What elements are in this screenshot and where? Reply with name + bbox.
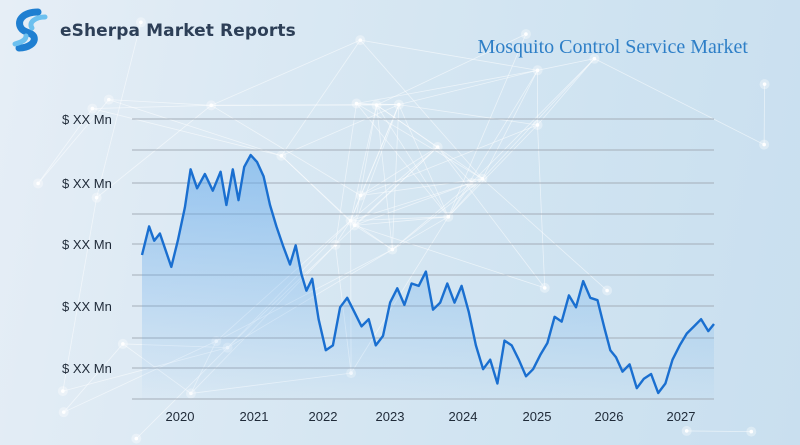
series-line [140,153,715,395]
x-tick-label: 2021 [240,409,269,424]
x-tick-label: 2026 [595,409,624,424]
y-tick-label: $ XX Mn [62,176,112,191]
y-tick-label: $ XX Mn [62,112,112,127]
y-axis-ticks: $ XX Mn $ XX Mn $ XX Mn $ XX Mn $ XX Mn [62,112,112,376]
y-tick-label: $ XX Mn [62,237,112,252]
brand-name: eSherpa Market Reports [60,21,296,41]
y-tick-label: $ XX Mn [62,299,112,314]
series-line-path [140,153,715,395]
x-tick-label: 2027 [667,409,696,424]
chart-title: Mosquito Control Service Market [477,36,748,58]
y-tick-label: $ XX Mn [62,361,112,376]
x-tick-label: 2025 [523,409,552,424]
x-tick-label: 2020 [166,409,195,424]
x-tick-label: 2024 [449,409,478,424]
area-fill [142,155,714,399]
esherpa-logo-icon [12,8,48,52]
brand-header: eSherpa Market Reports [10,8,296,54]
x-tick-label: 2023 [376,409,405,424]
x-tick-label: 2022 [309,409,338,424]
x-axis-ticks: 2020 2021 2022 2023 2024 2025 2026 2027 [166,409,696,424]
area-fill-path [142,155,714,399]
